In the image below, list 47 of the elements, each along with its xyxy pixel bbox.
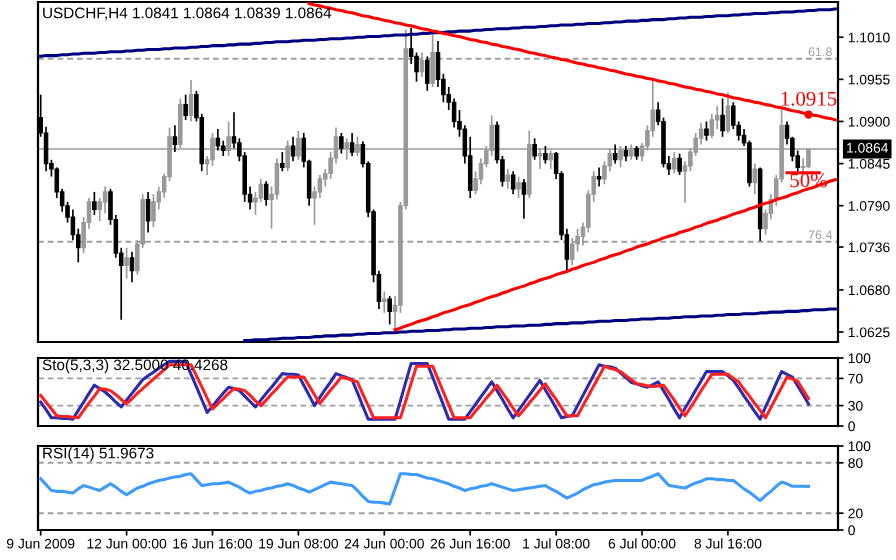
candlestick <box>516 175 521 199</box>
candlestick <box>183 93 188 121</box>
candlestick <box>596 166 602 188</box>
candlestick <box>151 193 156 228</box>
candlestick <box>124 246 129 280</box>
candlestick <box>537 147 543 170</box>
candlestick <box>704 120 709 142</box>
candlestick <box>424 55 430 92</box>
candlestick <box>725 91 731 134</box>
candlestick <box>339 132 344 155</box>
candlestick <box>618 145 623 169</box>
line-series <box>39 7 837 58</box>
line-series <box>243 307 837 342</box>
candlestick <box>263 180 269 207</box>
candlestick <box>296 129 301 161</box>
candlestick <box>290 135 296 163</box>
candlestick <box>671 151 677 175</box>
candlestick <box>709 112 715 140</box>
candlestick <box>344 137 349 161</box>
candlestick <box>806 148 811 170</box>
candlestick <box>102 185 108 215</box>
candlestick <box>145 191 151 234</box>
candlestick <box>188 79 194 123</box>
candlestick <box>532 137 537 161</box>
candlestick <box>355 135 360 157</box>
line-series <box>39 472 810 506</box>
candlestick <box>612 143 618 165</box>
candlestick <box>521 178 527 220</box>
candlestick <box>226 120 231 157</box>
candlestick <box>720 97 725 138</box>
candlestick <box>280 151 285 173</box>
candlestick <box>548 149 554 170</box>
candlestick <box>215 128 221 152</box>
annotation: 1.0915 <box>781 91 837 106</box>
candlestick <box>285 139 290 173</box>
candlestick <box>349 132 355 157</box>
candlestick <box>210 132 215 167</box>
candlestick <box>510 170 516 196</box>
candlestick <box>677 152 682 176</box>
candlestick <box>505 168 511 190</box>
candlestick <box>714 105 720 130</box>
candlestick <box>178 97 183 150</box>
candlestick <box>387 295 392 326</box>
candlestick <box>172 124 178 153</box>
candlestick <box>382 290 387 314</box>
candlestick <box>752 162 758 196</box>
candlestick <box>92 191 97 216</box>
